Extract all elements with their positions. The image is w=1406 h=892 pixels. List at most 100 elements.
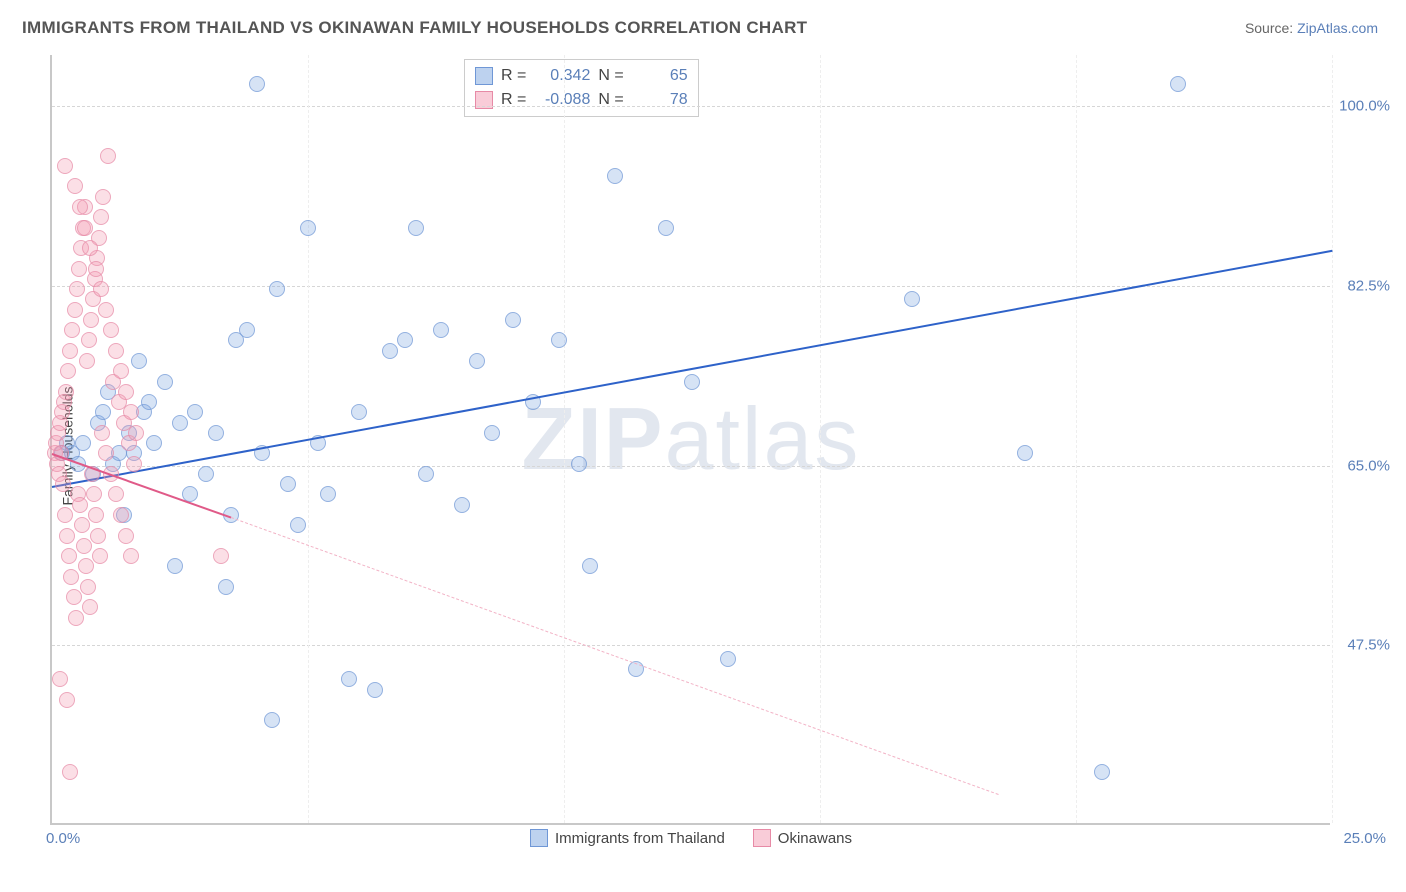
y-tick-label: 47.5% — [1334, 637, 1390, 654]
data-point — [128, 425, 144, 441]
data-point — [280, 476, 296, 492]
x-tick-end: 25.0% — [1343, 830, 1386, 847]
data-point — [74, 517, 90, 533]
legend-swatch-blue — [475, 67, 493, 85]
data-point — [454, 497, 470, 513]
data-point — [88, 261, 104, 277]
legend-item: Immigrants from Thailand — [530, 829, 725, 847]
data-point — [103, 322, 119, 338]
data-point — [61, 548, 77, 564]
scatter-plot: ZIPatlas R = 0.342 N = 65 R = -0.088 N =… — [50, 55, 1330, 825]
y-tick-label: 65.0% — [1334, 457, 1390, 474]
chart-title: IMMIGRANTS FROM THAILAND VS OKINAWAN FAM… — [22, 18, 807, 38]
data-point — [93, 281, 109, 297]
y-tick-label: 100.0% — [1334, 98, 1390, 115]
n-label: N = — [598, 64, 623, 88]
data-point — [66, 589, 82, 605]
data-point — [118, 384, 134, 400]
stats-row: R = 0.342 N = 65 — [475, 64, 688, 88]
watermark-rest: atlas — [665, 389, 861, 488]
data-point — [1017, 445, 1033, 461]
data-point — [290, 517, 306, 533]
data-point — [172, 415, 188, 431]
r-value: -0.088 — [534, 88, 590, 112]
legend-label: Immigrants from Thailand — [555, 830, 725, 847]
data-point — [157, 374, 173, 390]
data-point — [59, 692, 75, 708]
vgridline — [1332, 55, 1333, 823]
y-tick-label: 82.5% — [1334, 278, 1390, 295]
data-point — [146, 435, 162, 451]
n-value: 78 — [632, 88, 688, 112]
r-label: R = — [501, 88, 526, 112]
data-point — [75, 435, 91, 451]
data-point — [52, 671, 68, 687]
data-point — [167, 558, 183, 574]
data-point — [123, 548, 139, 564]
r-value: 0.342 — [534, 64, 590, 88]
data-point — [80, 579, 96, 595]
data-point — [249, 76, 265, 92]
data-point — [300, 220, 316, 236]
gridline — [52, 645, 1330, 646]
data-point — [88, 507, 104, 523]
data-point — [208, 425, 224, 441]
data-point — [71, 261, 87, 277]
data-point — [79, 353, 95, 369]
data-point — [60, 363, 76, 379]
data-point — [108, 343, 124, 359]
data-point — [100, 148, 116, 164]
data-point — [408, 220, 424, 236]
data-point — [72, 497, 88, 513]
n-label: N = — [598, 88, 623, 112]
data-point — [55, 476, 71, 492]
data-point — [77, 220, 93, 236]
data-point — [108, 486, 124, 502]
data-point — [213, 548, 229, 564]
watermark-bold: ZIP — [522, 389, 665, 488]
data-point — [433, 322, 449, 338]
data-point — [95, 404, 111, 420]
legend-item: Okinawans — [753, 829, 852, 847]
data-point — [83, 312, 99, 328]
source-attribution: Source: ZipAtlas.com — [1245, 20, 1378, 36]
data-point — [68, 610, 84, 626]
data-point — [131, 353, 147, 369]
data-point — [72, 199, 88, 215]
legend-label: Okinawans — [778, 830, 852, 847]
correlation-stats-box: R = 0.342 N = 65 R = -0.088 N = 78 — [464, 59, 699, 117]
gridline — [52, 466, 1330, 467]
stats-row: R = -0.088 N = 78 — [475, 88, 688, 112]
source-link[interactable]: ZipAtlas.com — [1297, 20, 1378, 36]
data-point — [90, 528, 106, 544]
data-point — [720, 651, 736, 667]
data-point — [582, 558, 598, 574]
data-point — [62, 764, 78, 780]
data-point — [658, 220, 674, 236]
legend-swatch-pink — [753, 829, 771, 847]
data-point — [239, 322, 255, 338]
data-point — [58, 384, 74, 400]
watermark: ZIPatlas — [522, 388, 861, 490]
trend-line — [231, 517, 999, 795]
vgridline — [564, 55, 565, 823]
r-label: R = — [501, 64, 526, 88]
data-point — [218, 579, 234, 595]
data-point — [571, 456, 587, 472]
data-point — [1094, 764, 1110, 780]
data-point — [367, 682, 383, 698]
data-point — [607, 168, 623, 184]
data-point — [92, 548, 108, 564]
vgridline — [820, 55, 821, 823]
data-point — [57, 507, 73, 523]
data-point — [1170, 76, 1186, 92]
data-point — [62, 343, 78, 359]
source-label: Source: — [1245, 20, 1297, 36]
bottom-legend: Immigrants from Thailand Okinawans — [530, 829, 852, 847]
data-point — [141, 394, 157, 410]
data-point — [94, 425, 110, 441]
data-point — [187, 404, 203, 420]
data-point — [69, 281, 85, 297]
data-point — [341, 671, 357, 687]
data-point — [113, 363, 129, 379]
